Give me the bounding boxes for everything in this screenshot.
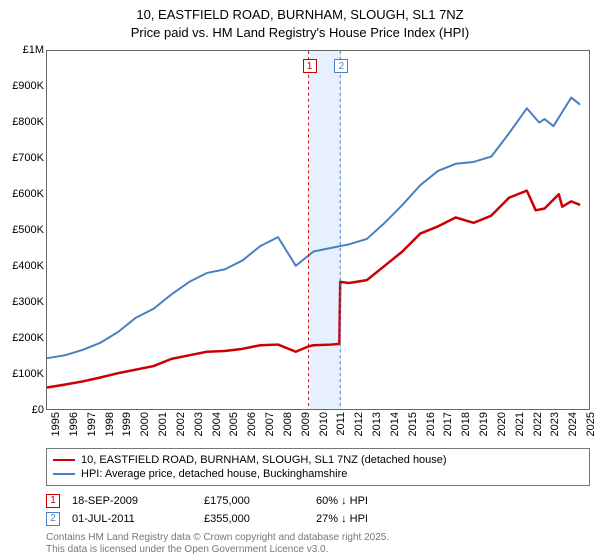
transaction-price-1: £175,000 bbox=[204, 495, 304, 507]
legend-label-property: 10, EASTFIELD ROAD, BURNHAM, SLOUGH, SL1… bbox=[81, 454, 447, 466]
x-tick-label: 2013 bbox=[371, 412, 383, 436]
x-tick-label: 2010 bbox=[318, 412, 330, 436]
transaction-price-2: £355,000 bbox=[204, 513, 304, 525]
chart-marker-2: 2 bbox=[334, 59, 348, 73]
chart-container: 10, EASTFIELD ROAD, BURNHAM, SLOUGH, SL1… bbox=[0, 0, 600, 560]
y-tick-label: £100K bbox=[12, 368, 44, 380]
transaction-diff-2: 27% ↓ HPI bbox=[316, 513, 456, 525]
transaction-marker-2: 2 bbox=[46, 512, 60, 526]
plot-area: 12 bbox=[46, 50, 590, 410]
title-block: 10, EASTFIELD ROAD, BURNHAM, SLOUGH, SL1… bbox=[0, 0, 600, 41]
x-tick-label: 2011 bbox=[335, 412, 347, 436]
x-tick-label: 2024 bbox=[567, 412, 579, 436]
x-tick-label: 2007 bbox=[264, 412, 276, 436]
transaction-row-2: 2 01-JUL-2011 £355,000 27% ↓ HPI bbox=[46, 510, 590, 528]
x-tick-label: 2020 bbox=[496, 412, 508, 436]
y-tick-label: £800K bbox=[12, 116, 44, 128]
x-tick-label: 2009 bbox=[300, 412, 312, 436]
x-tick-label: 2002 bbox=[175, 412, 187, 436]
x-tick-label: 1999 bbox=[121, 412, 133, 436]
x-tick-label: 2000 bbox=[139, 412, 151, 436]
x-tick-label: 2025 bbox=[585, 412, 597, 436]
footer-line-2: This data is licensed under the Open Gov… bbox=[46, 544, 389, 556]
transaction-date-2: 01-JUL-2011 bbox=[72, 513, 192, 525]
x-tick-label: 2006 bbox=[246, 412, 258, 436]
legend-item-hpi: HPI: Average price, detached house, Buck… bbox=[53, 467, 583, 481]
y-tick-label: £0 bbox=[32, 404, 44, 416]
transaction-marker-1: 1 bbox=[46, 494, 60, 508]
footer-attribution: Contains HM Land Registry data © Crown c… bbox=[46, 532, 389, 556]
x-tick-label: 1995 bbox=[50, 412, 62, 436]
title-line-1: 10, EASTFIELD ROAD, BURNHAM, SLOUGH, SL1… bbox=[0, 6, 600, 24]
x-tick-label: 2022 bbox=[532, 412, 544, 436]
x-tick-label: 2005 bbox=[228, 412, 240, 436]
x-tick-label: 1996 bbox=[68, 412, 80, 436]
y-tick-label: £900K bbox=[12, 80, 44, 92]
line-plot-svg bbox=[47, 51, 589, 409]
transaction-row-1: 1 18-SEP-2009 £175,000 60% ↓ HPI bbox=[46, 492, 590, 510]
transaction-date-1: 18-SEP-2009 bbox=[72, 495, 192, 507]
x-tick-label: 2021 bbox=[514, 412, 526, 436]
x-tick-label: 2014 bbox=[389, 412, 401, 436]
y-tick-label: £300K bbox=[12, 296, 44, 308]
x-tick-label: 2012 bbox=[353, 412, 365, 436]
legend: 10, EASTFIELD ROAD, BURNHAM, SLOUGH, SL1… bbox=[46, 448, 590, 486]
footer-line-1: Contains HM Land Registry data © Crown c… bbox=[46, 532, 389, 544]
y-tick-label: £400K bbox=[12, 260, 44, 272]
x-tick-label: 1998 bbox=[104, 412, 116, 436]
y-tick-label: £1M bbox=[23, 44, 44, 56]
y-tick-label: £700K bbox=[12, 152, 44, 164]
x-tick-label: 2019 bbox=[478, 412, 490, 436]
y-tick-label: £500K bbox=[12, 224, 44, 236]
x-tick-label: 2016 bbox=[425, 412, 437, 436]
series-line-hpi bbox=[47, 98, 580, 359]
chart-marker-1: 1 bbox=[303, 59, 317, 73]
x-tick-label: 2018 bbox=[460, 412, 472, 436]
title-line-2: Price paid vs. HM Land Registry's House … bbox=[0, 24, 600, 42]
series-line-property bbox=[47, 191, 580, 388]
legend-label-hpi: HPI: Average price, detached house, Buck… bbox=[81, 468, 347, 480]
x-tick-label: 2004 bbox=[211, 412, 223, 436]
transaction-diff-1: 60% ↓ HPI bbox=[316, 495, 456, 507]
x-tick-label: 2008 bbox=[282, 412, 294, 436]
legend-swatch-property bbox=[53, 459, 75, 461]
y-tick-label: £200K bbox=[12, 332, 44, 344]
x-tick-label: 1997 bbox=[86, 412, 98, 436]
x-tick-label: 2023 bbox=[549, 412, 561, 436]
x-tick-label: 2015 bbox=[407, 412, 419, 436]
legend-swatch-hpi bbox=[53, 473, 75, 475]
y-tick-label: £600K bbox=[12, 188, 44, 200]
legend-item-property: 10, EASTFIELD ROAD, BURNHAM, SLOUGH, SL1… bbox=[53, 453, 583, 467]
x-tick-label: 2003 bbox=[193, 412, 205, 436]
transactions-table: 1 18-SEP-2009 £175,000 60% ↓ HPI 2 01-JU… bbox=[46, 492, 590, 528]
x-tick-label: 2001 bbox=[157, 412, 169, 436]
x-tick-label: 2017 bbox=[442, 412, 454, 436]
